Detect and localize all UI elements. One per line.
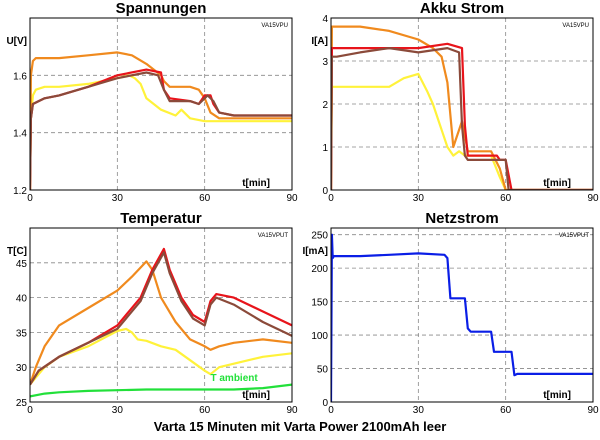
y-tick-label: 4: [322, 14, 328, 25]
chart-title: Akku Strom: [420, 0, 504, 17]
x-tick-label: 90: [286, 405, 298, 416]
x-tick-label: 90: [286, 193, 298, 204]
y-tick-label: 40: [16, 294, 28, 305]
x-tick-label: 30: [112, 405, 124, 416]
chart-voltage: 0 30 60 90 1.2 1.4 1.6 Spannungen U[V] t[min] VA15…: [6, 0, 298, 204]
x-tick-label: 30: [413, 193, 425, 204]
y-axis-label: I[A]: [311, 36, 328, 47]
series-line-orange: [30, 260, 292, 385]
plot-frame: [29, 227, 293, 403]
y-axis-label: T[C]: [7, 246, 27, 257]
y-tick-label: 100: [311, 331, 328, 342]
y-tick-label: 30: [16, 363, 28, 374]
y-tick-label: 1.4: [13, 129, 27, 140]
x-tick-label: 0: [328, 193, 334, 204]
y-tick-label: 35: [16, 328, 28, 339]
y-axis-label: I[mA]: [302, 246, 328, 257]
y-tick-label: 2: [322, 100, 328, 111]
chart-battery-current: 0 30 60 90 0 1 2 3 4 Akku Strom I[A] t[min] VA15VPU: [311, 0, 599, 204]
series-line-green: [30, 383, 292, 398]
x-tick-label: 60: [500, 193, 512, 204]
series-line-blue: [331, 233, 593, 402]
y-tick-label: 250: [311, 231, 328, 242]
series-line-red: [30, 68, 292, 190]
chart-title: Spannungen: [116, 0, 207, 17]
x-tick-label: 0: [27, 193, 33, 204]
chart-temperature: 0 30 60 90 25 30 35 40 45 Temperatur T[C] t[min] VA1…: [7, 210, 298, 416]
x-tick-label: 60: [199, 193, 211, 204]
series-line-red: [331, 42, 593, 190]
chart-tag: VA15VPU: [562, 23, 589, 29]
series-line-brown: [331, 46, 593, 190]
chart-tag: VA15VPUT: [258, 233, 289, 239]
x-tick-label: 30: [112, 193, 124, 204]
y-tick-label: 150: [311, 298, 328, 309]
chart-title: Netzstrom: [425, 210, 498, 227]
plot-frame: [330, 17, 594, 191]
y-tick-label: 1: [322, 143, 328, 154]
y-tick-label: 0: [322, 398, 328, 409]
series-line-yellow: [331, 72, 593, 190]
x-tick-label: 0: [27, 405, 33, 416]
x-axis-label: t[min]: [242, 178, 270, 189]
x-tick-label: 60: [500, 405, 512, 416]
plot-frame: [330, 227, 594, 403]
x-axis-label: t[min]: [242, 390, 270, 401]
figure-caption: Varta 15 Minuten mit Varta Power 2100mAh…: [154, 419, 447, 434]
series-line-orange: [331, 25, 593, 190]
series-line-brown: [30, 251, 292, 386]
annotation-label: T ambient: [210, 373, 258, 384]
x-axis-label: t[min]: [543, 178, 571, 189]
x-tick-label: 60: [199, 405, 211, 416]
x-tick-label: 90: [587, 193, 599, 204]
x-tick-label: 0: [328, 405, 334, 416]
y-tick-label: 50: [317, 365, 329, 376]
chart-mains-current: 0 30 60 90 0 50 100 150 200 250 Netzstrom I[mA] t[mi…: [302, 210, 599, 416]
chart-title: Temperatur: [120, 210, 202, 227]
y-tick-label: 3: [322, 57, 328, 68]
y-tick-label: 45: [16, 259, 28, 270]
series-line-brown: [30, 71, 292, 190]
y-tick-label: 0: [322, 186, 328, 197]
y-tick-label: 25: [16, 398, 28, 409]
y-tick-label: 1.6: [13, 71, 27, 82]
y-axis-label: U[V]: [6, 36, 27, 47]
plot-frame: [29, 17, 293, 191]
chart-tag: VA15VPUT: [559, 233, 590, 239]
chart-tag: VA15VPU: [261, 23, 288, 29]
y-tick-label: 200: [311, 264, 328, 275]
x-tick-label: 30: [413, 405, 425, 416]
series-line-yellow: [30, 74, 292, 190]
x-tick-label: 90: [587, 405, 599, 416]
x-axis-label: t[min]: [543, 390, 571, 401]
y-tick-label: 1.2: [13, 186, 27, 197]
